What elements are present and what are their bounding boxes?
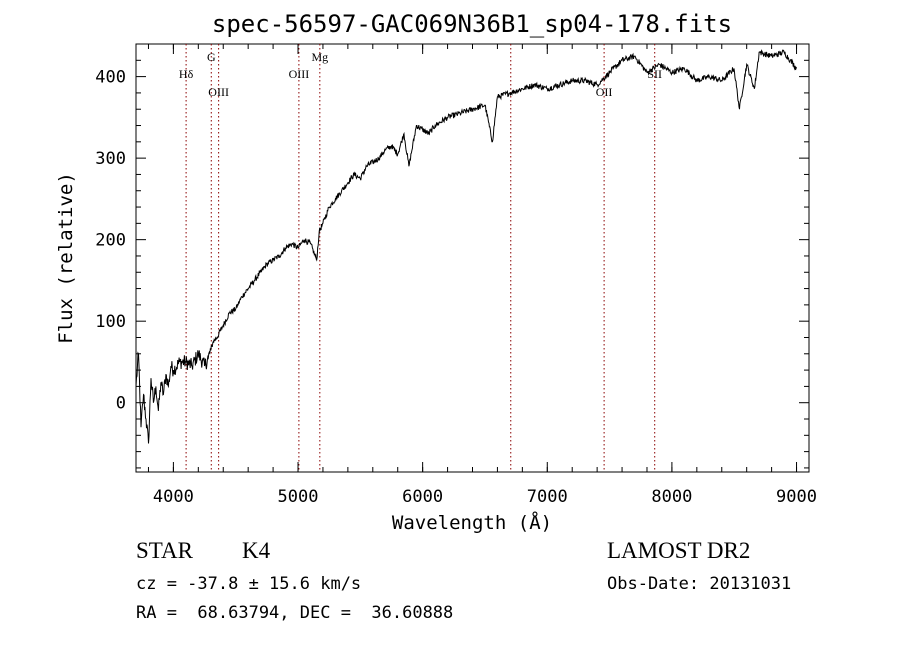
line-marker-label: OIII — [208, 85, 229, 99]
x-axis-ticks: 4000 5000 6000 7000 8000 9000 — [147, 44, 817, 507]
x-tick-label: 8000 — [651, 487, 692, 507]
line-marker-label: OII — [596, 85, 613, 99]
y-axis-ticks: 0 100 200 300 400 — [95, 43, 809, 469]
spectrum-line — [135, 49, 797, 444]
obs-date: Obs-Date: 20131031 — [607, 574, 792, 594]
survey-name: LAMOST DR2 — [607, 538, 751, 563]
spectrum-chart: spec-56597-GAC069N36B1_sp04-178.fits Hδ G… — [55, 10, 817, 534]
line-marker-label: Hδ — [179, 67, 194, 81]
velocity-readout: cz = -37.8 ± 15.6 km/s — [136, 574, 362, 594]
coordinates-readout: RA = 68.63794, DEC = 36.60888 — [136, 603, 454, 623]
x-axis-label: Wavelength (Å) — [392, 511, 552, 534]
x-tick-label: 9000 — [776, 487, 817, 507]
object-subclass: K4 — [242, 538, 271, 563]
x-tick-label: 5000 — [278, 487, 319, 507]
y-axis-label: Flux (relative) — [55, 172, 77, 344]
y-tick-label: 200 — [95, 231, 126, 251]
chart-title: spec-56597-GAC069N36B1_sp04-178.fits — [212, 10, 732, 38]
x-tick-label: 4000 — [153, 487, 194, 507]
y-tick-label: 300 — [95, 149, 126, 169]
x-tick-label: 7000 — [527, 487, 568, 507]
line-marker-label: OIII — [289, 67, 310, 81]
line-marker-label: G — [207, 50, 216, 64]
line-marker-label: Mg — [311, 50, 328, 64]
y-tick-label: 100 — [95, 312, 126, 332]
object-type: STAR — [136, 538, 193, 563]
y-tick-label: 0 — [116, 394, 126, 414]
x-tick-label: 6000 — [402, 487, 443, 507]
y-tick-label: 400 — [95, 68, 126, 88]
